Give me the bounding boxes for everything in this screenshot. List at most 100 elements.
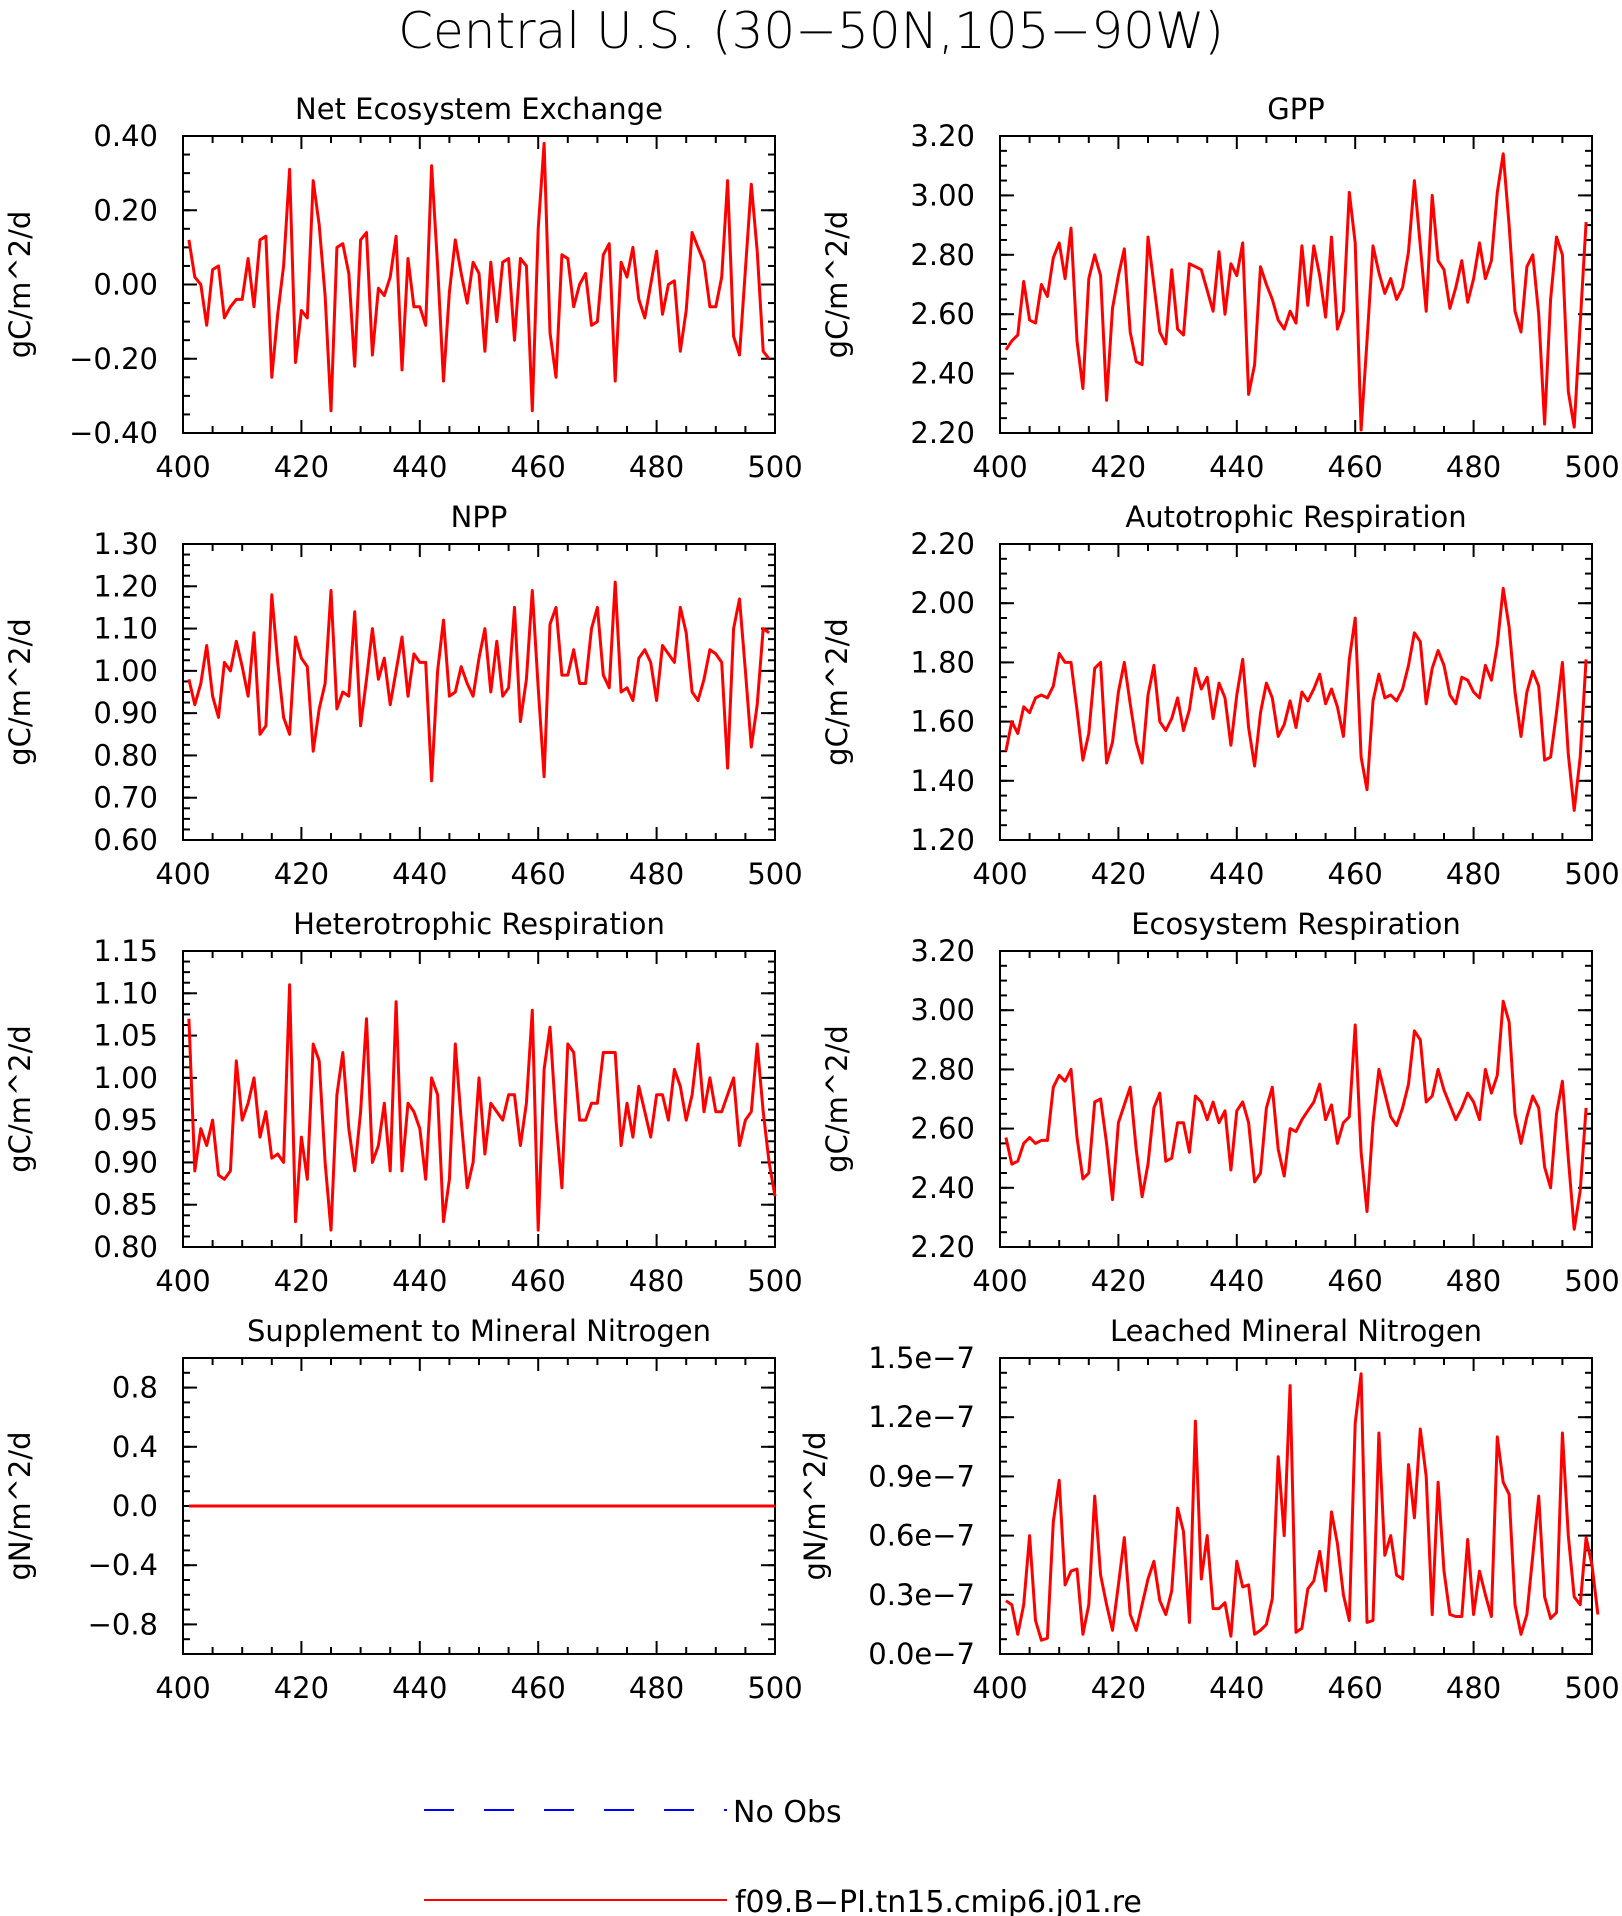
y-tick-label: 1.2e−7	[868, 1400, 975, 1434]
x-tick-label: 500	[747, 1264, 802, 1298]
y-tick-label: 1.5e−7	[868, 1341, 975, 1375]
y-axis-label: gN/m^2/d	[3, 1431, 37, 1580]
chart-panel-5: Heterotrophic Respiration 400 420 440 460 480…	[3, 907, 803, 1298]
x-tick-label: 440	[392, 1264, 447, 1298]
panel-title: Autotrophic Respiration	[1125, 500, 1466, 534]
y-tick-label: 0.8	[112, 1371, 158, 1405]
x-tick-label: 480	[629, 1671, 684, 1705]
y-tick-label: 1.00	[93, 1061, 158, 1095]
series-line	[1005, 1372, 1600, 1642]
y-tick-label: 2.40	[910, 1171, 975, 1205]
x-tick-label: 420	[1091, 450, 1146, 484]
panel-title: Supplement to Mineral Nitrogen	[247, 1314, 711, 1348]
x-tick-label: 420	[274, 1264, 329, 1298]
y-tick-label: 2.20	[910, 1230, 975, 1264]
y-tick-label: 1.20	[93, 569, 158, 603]
x-tick-label: 400	[155, 450, 210, 484]
x-tick-label: 440	[1209, 857, 1264, 891]
y-tick-label: 0.70	[93, 781, 158, 815]
y-tick-label: 2.60	[910, 1112, 975, 1146]
chart-panel-1: Net Ecosystem Exchange 400 420 440 460 480 500…	[3, 92, 803, 484]
x-tick-label: 460	[511, 857, 566, 891]
y-tick-label: 1.80	[910, 645, 975, 679]
legend-label-no-obs: No Obs	[733, 1795, 842, 1830]
legend: No Obs f09.B−PI.tn15.cmip6.j01.re	[424, 1795, 1142, 1916]
panel-title: Ecosystem Respiration	[1131, 907, 1461, 941]
panels: Net Ecosystem Exchange 400 420 440 460 480 500…	[3, 92, 1620, 1705]
y-tick-label: −0.8	[88, 1607, 158, 1641]
y-tick-label: 2.20	[910, 527, 975, 561]
x-tick-label: 420	[274, 450, 329, 484]
panel-title: GPP	[1267, 92, 1324, 126]
x-tick-label: 500	[1564, 450, 1619, 484]
y-tick-label: 2.20	[910, 416, 975, 450]
x-tick-label: 440	[392, 857, 447, 891]
x-tick-label: 420	[1091, 1264, 1146, 1298]
x-tick-label: 480	[629, 450, 684, 484]
panel-title: Heterotrophic Respiration	[293, 907, 665, 941]
y-tick-label: 2.80	[910, 238, 975, 272]
figure-title: Central U.S. (30−50N,105−90W)	[398, 2, 1224, 60]
y-axis-label: gC/m^2/d	[3, 211, 37, 359]
plot-frame	[182, 543, 776, 841]
x-tick-label: 420	[274, 1671, 329, 1705]
y-tick-label: 1.00	[93, 654, 158, 688]
chart-panel-6: Ecosystem Respiration 400 420 440 460 480 500 2…	[820, 907, 1620, 1298]
y-axis-label: gC/m^2/d	[3, 1025, 37, 1173]
series-line	[187, 141, 771, 413]
y-tick-label: 0.4	[112, 1430, 158, 1464]
x-tick-label: 440	[1209, 1264, 1264, 1298]
chart-panel-7: Supplement to Mineral Nitrogen 400 420 440 4…	[3, 1314, 803, 1705]
y-tick-label: 3.20	[910, 119, 975, 153]
y-tick-label: −0.20	[69, 342, 158, 376]
x-tick-label: 440	[392, 1671, 447, 1705]
y-tick-label: 2.60	[910, 297, 975, 331]
y-tick-label: −0.40	[69, 416, 158, 450]
y-tick-label: 0.00	[93, 268, 158, 302]
x-tick-label: 480	[1446, 1264, 1501, 1298]
x-tick-label: 440	[1209, 450, 1264, 484]
x-tick-label: 500	[1564, 1264, 1619, 1298]
y-tick-label: 3.20	[910, 934, 975, 968]
chart-panel-8: Leached Mineral Nitrogen 400 420 440 460 480 5…	[798, 1314, 1620, 1705]
y-tick-label: 2.40	[910, 357, 975, 391]
y-tick-label: 1.10	[93, 976, 158, 1010]
x-tick-label: 480	[1446, 857, 1501, 891]
x-tick-label: 460	[1328, 450, 1383, 484]
y-axis-label: gN/m^2/d	[798, 1431, 832, 1580]
y-tick-label: 0.90	[93, 1145, 158, 1179]
series-line	[187, 580, 770, 783]
y-tick-label: 0.20	[93, 193, 158, 227]
x-tick-label: 400	[972, 1264, 1027, 1298]
y-axis-label: gC/m^2/d	[820, 1025, 854, 1173]
panel-title: NPP	[451, 500, 508, 534]
x-tick-label: 480	[629, 1264, 684, 1298]
y-tick-label: 1.05	[93, 1019, 158, 1053]
y-tick-label: 0.6e−7	[868, 1519, 975, 1553]
y-tick-label: 0.95	[93, 1103, 158, 1137]
y-tick-label: 0.85	[93, 1188, 158, 1222]
y-tick-label: −0.4	[88, 1548, 158, 1582]
panel-title: Leached Mineral Nitrogen	[1110, 1314, 1482, 1348]
y-axis-label: gC/m^2/d	[820, 618, 854, 766]
y-tick-label: 1.15	[93, 934, 158, 968]
x-tick-label: 480	[629, 857, 684, 891]
chart-panel-4: Autotrophic Respiration 400 420 440 460 480 50…	[820, 500, 1620, 891]
y-tick-label: 1.40	[910, 764, 975, 798]
y-tick-label: 1.30	[93, 527, 158, 561]
x-tick-label: 420	[1091, 857, 1146, 891]
x-tick-label: 460	[511, 1264, 566, 1298]
y-tick-label: 3.00	[910, 993, 975, 1027]
y-tick-label: 0.80	[93, 1230, 158, 1264]
y-tick-label: 1.60	[910, 705, 975, 739]
x-tick-label: 440	[392, 450, 447, 484]
y-tick-label: 0.3e−7	[868, 1578, 975, 1612]
x-tick-label: 420	[274, 857, 329, 891]
x-tick-label: 500	[1564, 1671, 1619, 1705]
x-tick-label: 500	[1564, 857, 1619, 891]
series-line	[1004, 152, 1588, 432]
x-tick-label: 460	[1328, 1671, 1383, 1705]
y-tick-label: 1.10	[93, 612, 158, 646]
x-tick-label: 400	[972, 1671, 1027, 1705]
